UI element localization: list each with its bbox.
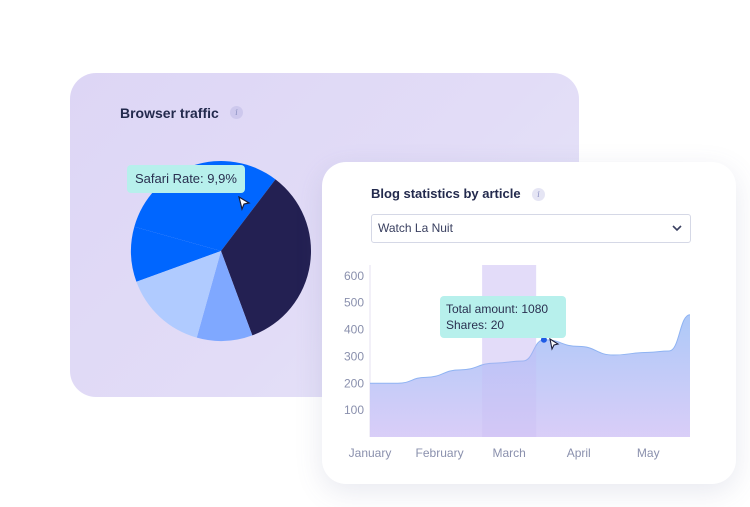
article-select-value: Watch La Nuit xyxy=(378,221,453,235)
y-tick-label: 100 xyxy=(344,403,364,417)
article-select[interactable]: Watch La Nuit xyxy=(371,214,691,243)
pie-slice[interactable] xyxy=(221,179,312,336)
x-tick-label: May xyxy=(637,446,660,460)
x-tick-label: February xyxy=(416,446,464,460)
y-tick-label: 600 xyxy=(344,269,364,283)
highlight-point[interactable] xyxy=(540,336,547,343)
x-tick-label: March xyxy=(492,446,525,460)
blog-title-emphasis: article xyxy=(482,186,521,201)
y-tick-label: 300 xyxy=(344,349,364,363)
area-tooltip: Total amount: 1080 Shares: 20 xyxy=(440,296,566,338)
info-icon[interactable]: i xyxy=(532,188,545,201)
info-icon[interactable]: i xyxy=(230,106,243,119)
browser-traffic-title: Browser traffic xyxy=(120,105,219,121)
pie-tooltip: Safari Rate: 9,9% xyxy=(127,165,245,193)
cursor-pointer-icon xyxy=(549,338,560,351)
area-tooltip-line2: Shares: 20 xyxy=(446,318,505,332)
pie-slice[interactable] xyxy=(136,251,221,338)
y-tick-label: 500 xyxy=(344,296,364,310)
pie-slice[interactable] xyxy=(196,251,253,341)
y-tick-label: 200 xyxy=(344,376,364,390)
area-chart: 100 200 300 400 500 600 January February March Ap… xyxy=(344,265,691,460)
blog-statistics-card: Blog statistics by article i Watch La Nu… xyxy=(322,162,736,484)
blog-title-prefix: Blog statistics by xyxy=(371,186,479,201)
area-series-fill xyxy=(370,314,690,437)
chevron-down-icon xyxy=(672,225,682,232)
x-tick-label: January xyxy=(349,446,392,460)
area-series-line xyxy=(369,314,691,384)
blog-statistics-title: Blog statistics by article xyxy=(371,186,521,201)
y-tick-label: 400 xyxy=(344,323,364,337)
x-tick-label: April xyxy=(567,446,591,460)
cursor-pointer-icon xyxy=(238,196,251,211)
highlight-column-overlay xyxy=(482,265,537,437)
area-tooltip-line1: Total amount: 1080 xyxy=(446,302,549,316)
pie-slice[interactable] xyxy=(131,226,221,282)
